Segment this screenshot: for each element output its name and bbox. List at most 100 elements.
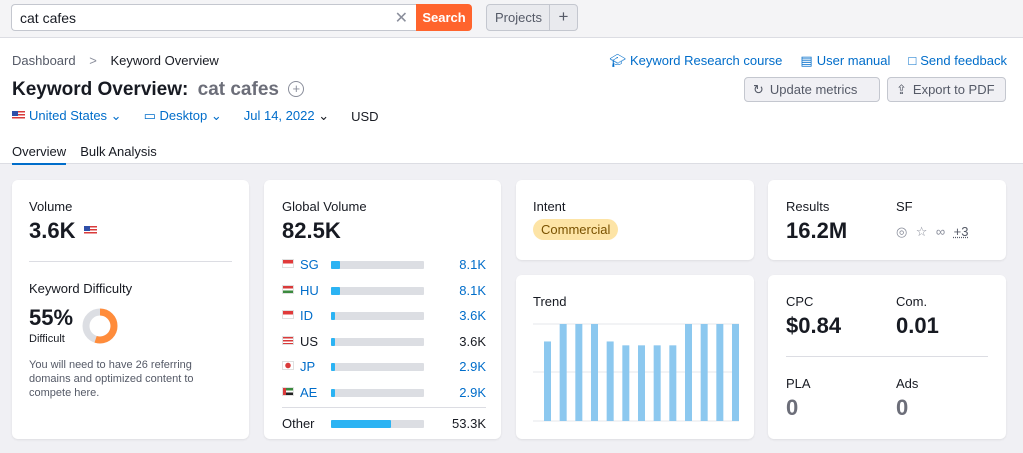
country-selector[interactable]: United States ⌄ — [12, 108, 122, 124]
intent-card: Intent Commercial — [516, 180, 754, 260]
keyword-research-course-link[interactable]: 🎓︎ Keyword Research course — [609, 53, 782, 69]
date-selector[interactable]: Jul 14, 2022 ⌄ — [244, 108, 329, 124]
trend-bar[interactable] — [653, 345, 661, 421]
add-to-list-icon[interactable]: + — [288, 81, 305, 97]
update-metrics-button[interactable]: ↻ Update metrics — [744, 77, 880, 102]
country-row-sg[interactable]: SG 8.1K — [282, 257, 486, 273]
country-bar-fill — [331, 261, 341, 269]
pla-value: 0 — [786, 395, 799, 420]
us-flag-icon — [83, 226, 97, 235]
tab-bulk-analysis[interactable]: Bulk Analysis — [80, 144, 157, 159]
sf-features: ◎ ☆ ∞ +3 — [896, 223, 972, 241]
trend-card: Trend — [516, 275, 754, 439]
breadcrumb-separator: > — [89, 53, 97, 68]
link-icon[interactable]: ∞ — [935, 224, 946, 239]
country-volume[interactable]: 2.9K — [459, 359, 486, 374]
country-row-jp[interactable]: JP 2.9K — [282, 359, 486, 375]
volume-label: Volume — [29, 199, 73, 214]
tabs: Overview Bulk Analysis — [12, 144, 157, 165]
flag-us-icon — [282, 335, 294, 345]
kd-note: You will need to have 26 referring domai… — [29, 359, 194, 399]
feedback-link-label: Send feedback — [920, 53, 1007, 68]
trend-bar[interactable] — [591, 324, 598, 421]
country-bar — [331, 337, 424, 346]
global-volume-value: 82.5K — [282, 218, 341, 243]
tab-overview[interactable]: Overview — [12, 144, 67, 165]
sf-more[interactable]: +3 — [953, 224, 969, 239]
page-header: Dashboard > Keyword Overview 🎓︎ Keyword R… — [0, 38, 1023, 165]
trend-bar[interactable] — [559, 324, 567, 421]
country-code[interactable]: ID — [300, 308, 313, 323]
sf-label: SF — [896, 199, 913, 214]
country-row-id[interactable]: ID 3.6K — [282, 308, 486, 324]
intent-badge: Commercial — [533, 219, 619, 240]
ads-label: Ads — [896, 376, 919, 391]
search-input[interactable] — [12, 5, 382, 31]
search-button[interactable]: Search — [416, 4, 472, 31]
graduation-cap-icon: 🎓︎ — [609, 53, 626, 68]
results-label: Results — [786, 199, 830, 214]
trend-bar[interactable] — [716, 324, 724, 421]
volume-number: 3.6K — [29, 218, 76, 243]
country-code[interactable]: SG — [300, 257, 319, 272]
page-title: Keyword Overview: cat cafes + — [12, 79, 305, 101]
country-bar-fill — [331, 312, 335, 320]
add-project-button[interactable]: + — [549, 4, 578, 31]
trend-bar[interactable] — [685, 324, 692, 421]
star-icon[interactable]: ☆ — [915, 224, 928, 239]
volume-value: 3.6K — [29, 218, 101, 244]
com-value: 0.01 — [896, 313, 939, 338]
us-flag-icon — [12, 111, 25, 120]
device-selector[interactable]: ▭ Desktop ⌄ — [144, 108, 222, 124]
other-value: 53.3K — [452, 416, 486, 431]
breadcrumb-dashboard[interactable]: Dashboard — [12, 53, 76, 68]
trend-bar[interactable] — [544, 341, 551, 421]
results-card: Results 16.2M SF ◎ ☆ ∞ +3 — [768, 180, 1006, 260]
update-metrics-label: Update metrics — [769, 82, 858, 97]
country-volume[interactable]: 2.9K — [459, 384, 486, 400]
country-row-ae[interactable]: AE 2.9K — [282, 385, 486, 401]
divider — [282, 407, 486, 408]
chevron-down-icon: ⌄ — [110, 108, 122, 123]
other-label: Other — [282, 416, 315, 431]
export-pdf-button[interactable]: ⇪ Export to PDF — [887, 77, 1006, 102]
country-bar — [331, 363, 424, 371]
trend-bar[interactable] — [669, 345, 677, 421]
global-volume-card: Global Volume 82.5K SG 8.1K HU 8.1K ID 3.6K US… — [264, 180, 501, 439]
trend-bar[interactable] — [622, 345, 630, 421]
location-pin-icon[interactable]: ◎ — [896, 224, 908, 239]
date-label: Jul 14, 2022 — [243, 108, 315, 123]
country-volume[interactable]: 3.6K — [459, 308, 486, 323]
country-volume[interactable]: 8.1K — [459, 257, 486, 272]
flag-ae-icon — [282, 386, 294, 396]
trend-bar[interactable] — [732, 324, 739, 421]
trend-bar[interactable] — [700, 324, 708, 421]
top-bar: ✕ Search Projects + — [0, 0, 1023, 38]
country-code: US — [300, 333, 319, 349]
trend-bar[interactable] — [575, 324, 583, 421]
trend-label: Trend — [533, 294, 567, 309]
projects-button[interactable]: Projects — [486, 4, 551, 31]
help-links: 🎓︎ Keyword Research course ▤ User manual □… — [609, 53, 1007, 69]
com-label: Com. — [896, 294, 928, 309]
trend-bar[interactable] — [606, 341, 614, 421]
trend-bar[interactable] — [638, 345, 645, 421]
country-code[interactable]: HU — [300, 282, 319, 298]
country-bar-fill — [331, 363, 335, 371]
flag-id-icon — [282, 310, 294, 319]
filters-bar: United States ⌄ ▭ Desktop ⌄ Jul 14, 2022… — [12, 108, 379, 124]
country-volume[interactable]: 8.1K — [459, 282, 486, 298]
country-volume: 3.6K — [459, 333, 486, 349]
manual-link-label: User manual — [816, 53, 891, 68]
country-row-hu[interactable]: HU 8.1K — [282, 283, 486, 299]
country-code[interactable]: JP — [300, 359, 316, 374]
results-value: 16.2M — [786, 218, 848, 243]
send-feedback-link[interactable]: □ Send feedback — [908, 53, 1007, 69]
course-link-label: Keyword Research course — [629, 53, 783, 68]
country-code[interactable]: AE — [300, 384, 318, 400]
clear-icon[interactable]: ✕ — [394, 10, 408, 27]
breadcrumb: Dashboard > Keyword Overview — [12, 53, 219, 68]
divider — [786, 356, 988, 357]
user-manual-link[interactable]: ▤ User manual — [800, 53, 890, 69]
refresh-icon: ↻ — [753, 82, 764, 97]
